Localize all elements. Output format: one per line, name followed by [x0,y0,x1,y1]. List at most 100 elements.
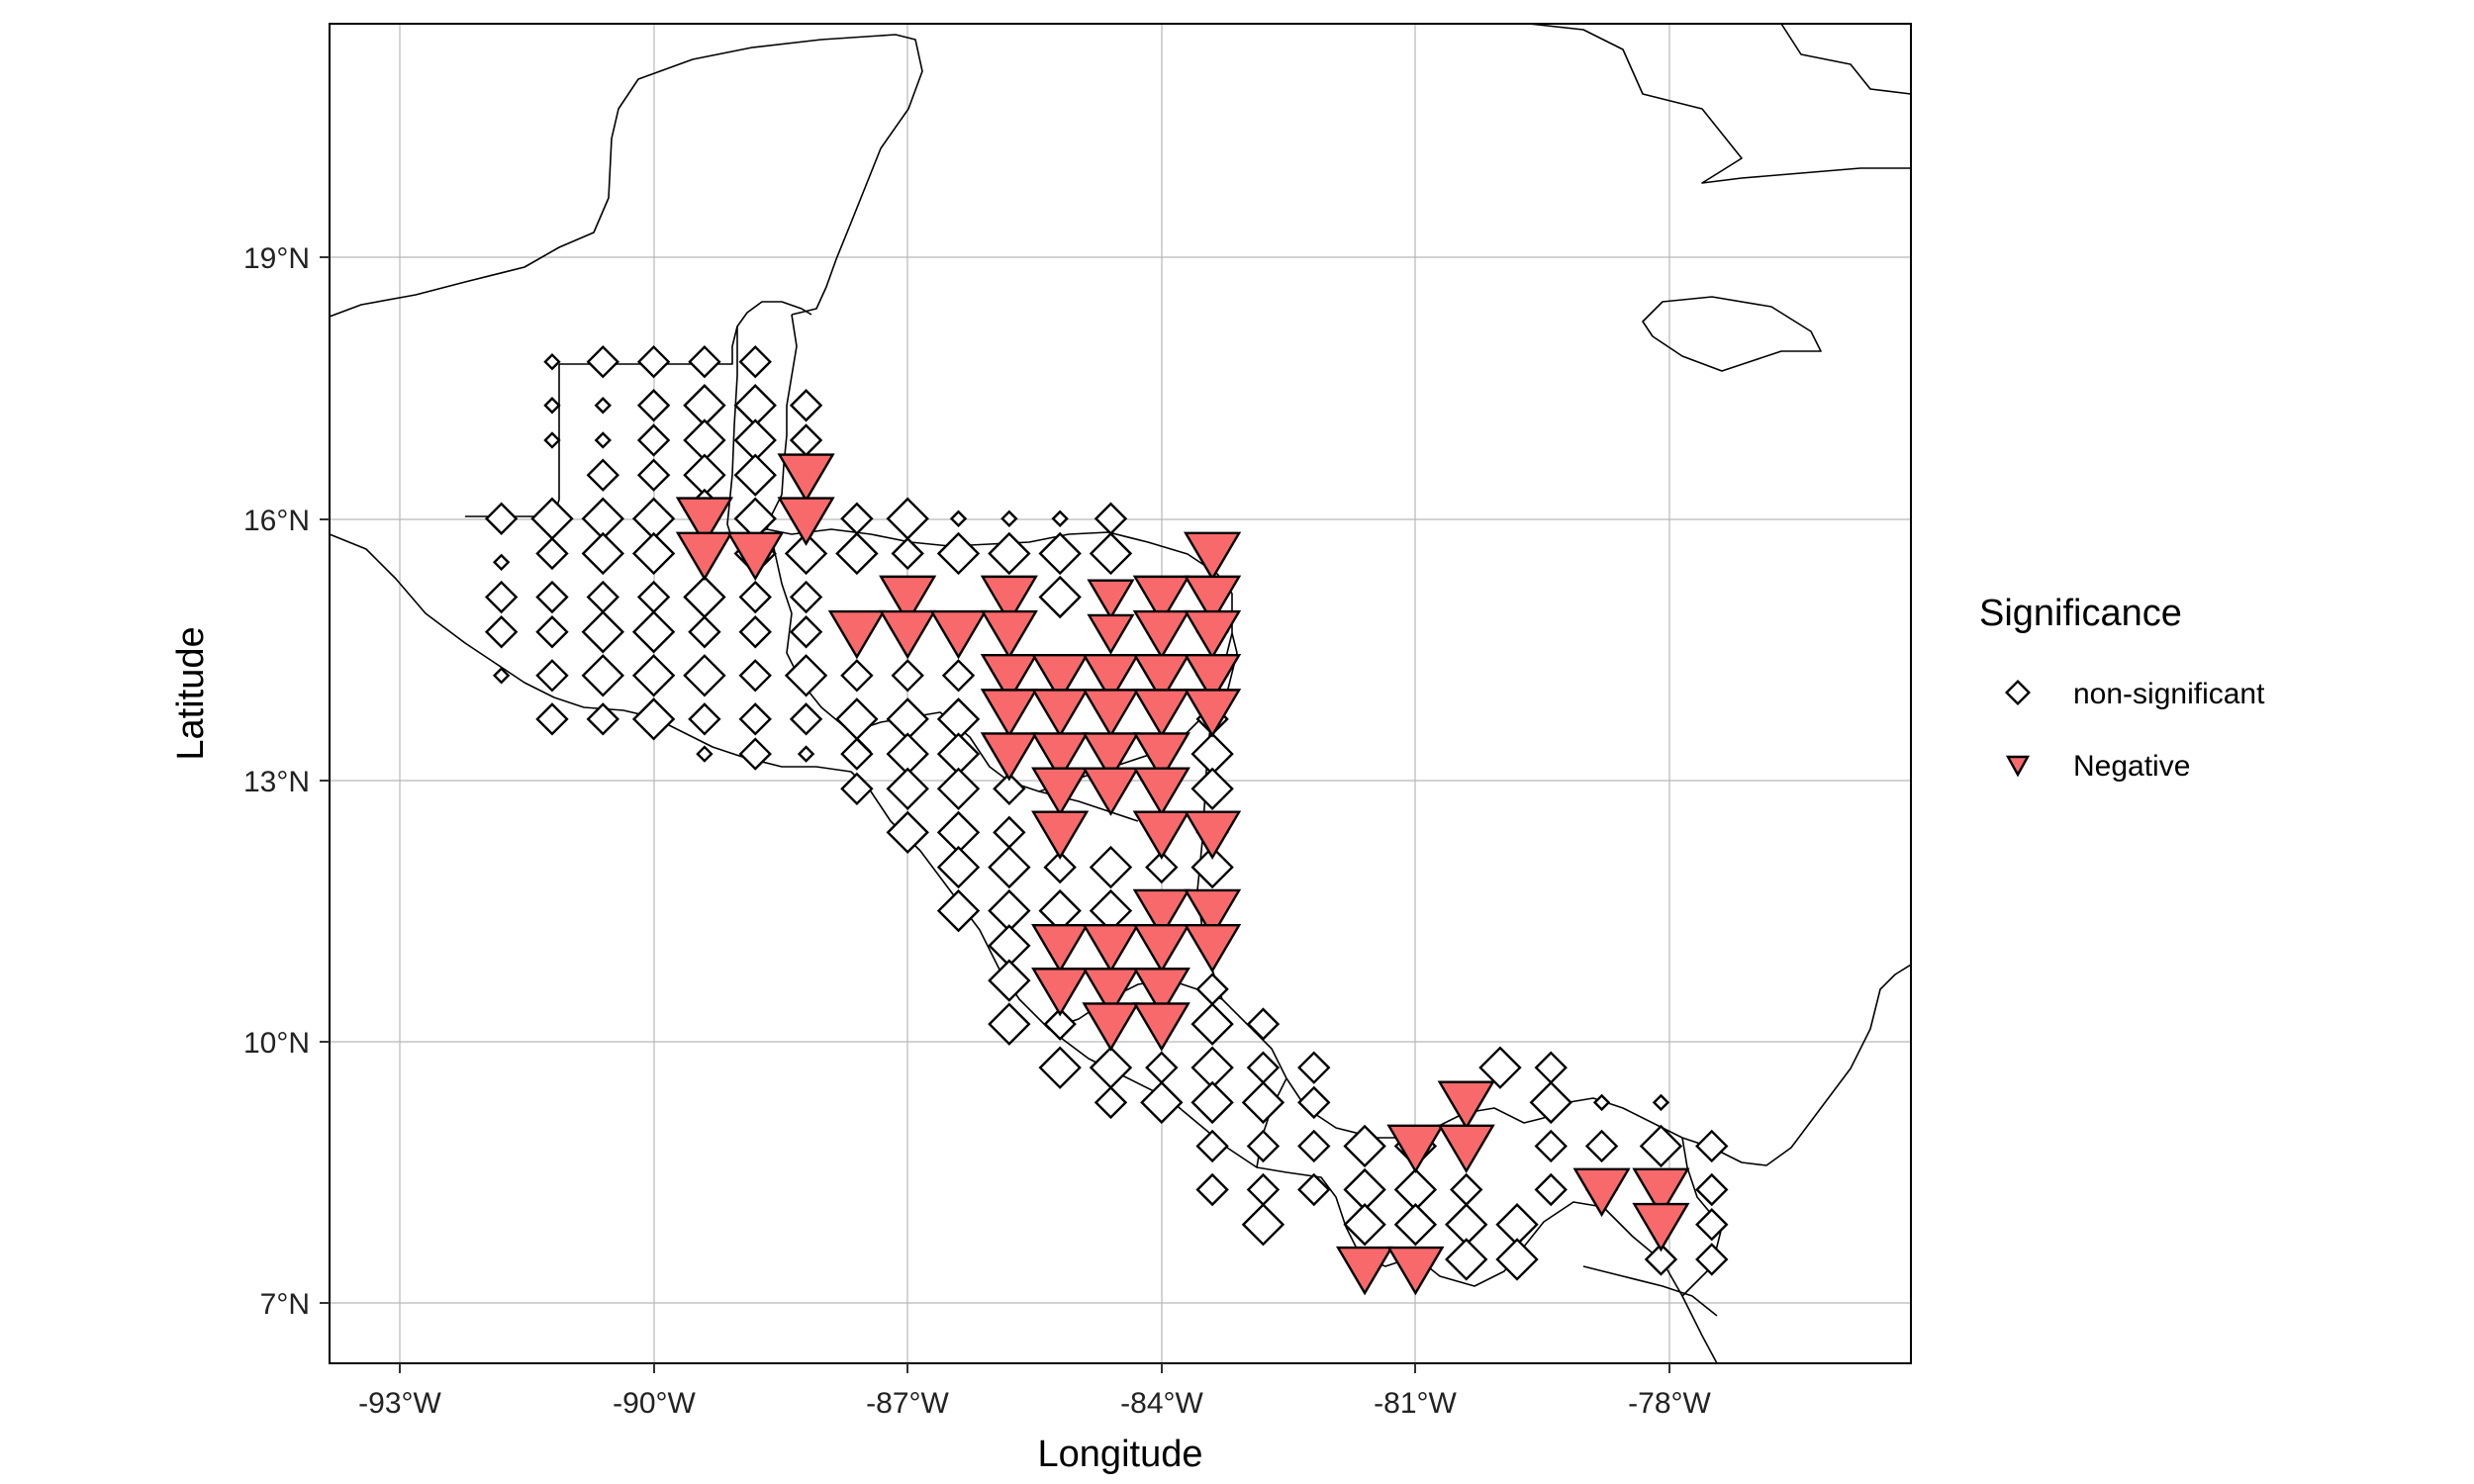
non-significant-diamond-marker [936,888,981,933]
non-significant-diamond-marker [988,1002,1031,1046]
negative-triangle-marker [1184,924,1242,974]
legend-key-negative-triangle-icon [2005,755,2031,778]
negative-triangle-marker [1437,1124,1495,1174]
legend-key-ns-diamond-icon [2004,679,2032,706]
x-tick-label: -84°W [1120,1387,1203,1420]
non-significant-diamond-marker [1038,1046,1082,1089]
negative-triangle-marker [1386,1124,1445,1174]
non-significant-diamond-marker [1343,1124,1386,1168]
non-significant-diamond-marker [594,397,612,415]
legend-label-ns: non-significant [2073,678,2265,710]
non-significant-diamond-marker [784,531,828,576]
non-significant-diamond-marker [789,615,823,649]
non-significant-diamond-marker [835,531,879,576]
non-significant-diamond-marker [1190,1002,1234,1046]
non-significant-diamond-marker [1695,1172,1729,1207]
non-significant-diamond-marker [535,702,569,736]
non-significant-diamond-marker [581,531,624,576]
non-significant-diamond-marker [535,659,569,693]
negative-triangle-marker [1087,579,1135,620]
non-significant-diamond-marker [1534,1051,1568,1084]
negative-triangle-marker [777,453,835,503]
negative-triangle-marker [1184,609,1242,660]
negative-triangle-marker [980,575,1038,625]
jamaica-coast [1642,296,1822,372]
data-symbols [484,345,1729,1296]
negative-triangle-marker [1031,767,1090,816]
southern-land-boundary [1582,1265,1718,1317]
non-significant-diamond-marker [988,531,1031,576]
non-significant-diamond-marker [1241,1203,1285,1247]
non-significant-diamond-marker [543,353,561,371]
non-significant-diamond-marker [543,397,561,415]
negative-triangle-marker [1335,1246,1394,1296]
non-significant-diamond-marker [484,580,519,614]
non-significant-diamond-marker [1297,1172,1331,1207]
non-significant-diamond-marker [631,654,676,697]
non-significant-diamond-marker [1297,1085,1331,1120]
x-tick-label: -87°W [866,1387,949,1420]
non-significant-diamond-marker [683,654,726,697]
non-significant-diamond-marker [594,431,612,449]
negative-triangle-marker [1132,1002,1190,1052]
non-significant-diamond-marker [683,575,726,619]
non-significant-diamond-marker [891,536,924,571]
non-significant-diamond-marker [797,745,815,763]
negative-triangle-marker [1132,732,1190,782]
cuba-east-coast [1780,24,1911,95]
non-significant-diamond-marker [636,423,671,457]
negative-triangle-marker [1132,968,1190,1017]
non-significant-diamond-marker [1241,1080,1285,1125]
non-significant-diamond-marker [1695,1208,1729,1242]
non-significant-diamond-marker [738,615,772,649]
non-significant-diamond-marker [936,767,981,811]
non-significant-diamond-marker [949,510,968,527]
non-significant-diamond-marker [784,654,828,697]
negative-triangle-marker [1082,732,1140,782]
non-significant-diamond-marker [1038,531,1082,576]
non-significant-diamond-marker [492,667,511,685]
non-significant-diamond-marker [1246,1007,1281,1041]
non-significant-diamond-marker [1094,502,1128,535]
non-significant-diamond-marker [1695,1243,1729,1276]
negative-triangle-marker [879,609,937,660]
negative-triangle-marker [827,609,886,660]
non-significant-diamond-marker [535,580,569,614]
non-significant-diamond-marker [891,659,924,693]
negative-triangle-marker [1632,1202,1690,1252]
negative-triangle-marker [1132,575,1190,625]
non-significant-diamond-marker [1043,1007,1077,1041]
non-significant-diamond-marker [1495,1238,1539,1281]
non-significant-diamond-marker [1534,1129,1568,1163]
non-significant-diamond-marker [988,959,1031,1002]
negative-triangle-marker [1184,653,1242,703]
non-significant-diamond-marker [1246,1051,1281,1084]
non-significant-diamond-marker [1644,1243,1678,1276]
non-significant-diamond-marker [484,615,519,649]
negative-triangle-marker [1082,689,1140,738]
x-axis-title: Longitude [1038,1434,1203,1475]
non-significant-diamond-marker [988,845,1031,889]
legend: Significance non-significant Negative [1979,593,2265,783]
non-significant-diamond-marker [1051,510,1069,527]
y-tick-label: 13°N [243,766,310,798]
tick-marks [320,256,1670,1373]
legend-label-negative: Negative [2073,750,2190,783]
negative-triangle-marker [929,609,988,660]
negative-triangle-marker [675,531,734,582]
non-significant-diamond-marker [586,458,619,492]
negative-triangle-marker [1132,689,1190,738]
negative-triangle-marker [980,732,1038,782]
negative-triangle-marker [1386,1246,1445,1296]
non-significant-diamond-marker [789,580,823,614]
non-significant-diamond-marker [696,745,714,763]
non-significant-diamond-marker [581,654,624,697]
negative-triangle-marker [1132,767,1190,816]
non-significant-diamond-marker [1038,575,1082,619]
non-significant-diamond-marker [530,497,574,540]
non-significant-diamond-marker [636,389,671,422]
non-significant-diamond-marker [492,553,511,571]
negative-triangle-marker [1031,732,1090,782]
negative-triangle-marker [1082,968,1140,1017]
